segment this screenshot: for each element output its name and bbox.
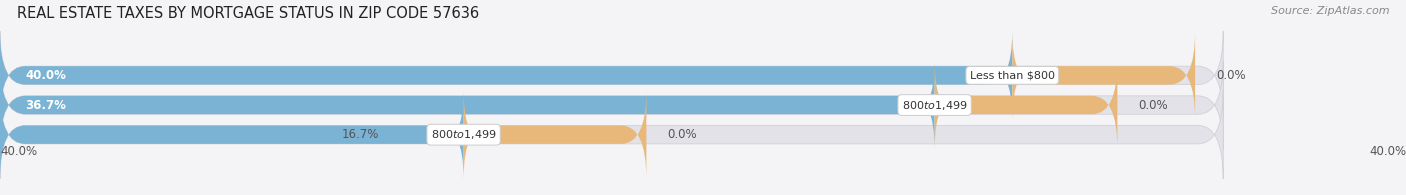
Text: 40.0%: 40.0% (25, 69, 66, 82)
FancyBboxPatch shape (0, 61, 1223, 149)
Text: 16.7%: 16.7% (342, 128, 380, 141)
FancyBboxPatch shape (935, 61, 1118, 149)
FancyBboxPatch shape (0, 31, 1012, 120)
FancyBboxPatch shape (0, 90, 1223, 179)
Legend: Without Mortgage, With Mortgage: Without Mortgage, With Mortgage (581, 193, 825, 195)
Text: $800 to $1,499: $800 to $1,499 (901, 98, 967, 112)
Text: REAL ESTATE TAXES BY MORTGAGE STATUS IN ZIP CODE 57636: REAL ESTATE TAXES BY MORTGAGE STATUS IN … (17, 6, 479, 21)
Text: 40.0%: 40.0% (1369, 144, 1406, 158)
Text: 0.0%: 0.0% (1139, 98, 1168, 112)
FancyBboxPatch shape (0, 61, 935, 149)
Text: Less than $800: Less than $800 (970, 70, 1054, 80)
FancyBboxPatch shape (464, 90, 647, 179)
Text: $800 to $1,499: $800 to $1,499 (430, 128, 496, 141)
Text: 0.0%: 0.0% (668, 128, 697, 141)
FancyBboxPatch shape (0, 31, 1223, 120)
Text: 0.0%: 0.0% (1216, 69, 1246, 82)
Text: 36.7%: 36.7% (25, 98, 66, 112)
Text: Source: ZipAtlas.com: Source: ZipAtlas.com (1271, 6, 1389, 16)
Text: 40.0%: 40.0% (0, 144, 37, 158)
FancyBboxPatch shape (1012, 31, 1195, 120)
FancyBboxPatch shape (0, 90, 464, 179)
